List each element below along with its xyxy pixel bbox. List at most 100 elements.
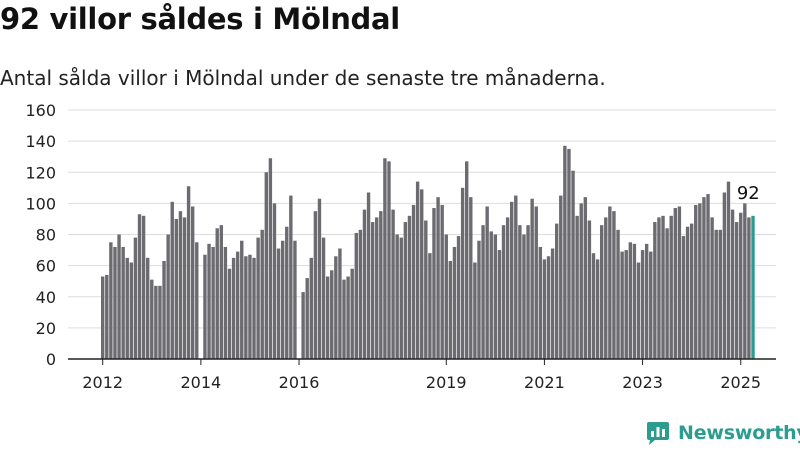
brand-logo: Newsworthy xyxy=(645,419,800,447)
bar xyxy=(379,211,383,359)
bar xyxy=(653,222,657,359)
bar xyxy=(460,187,465,359)
bar xyxy=(256,237,260,359)
bar xyxy=(268,158,273,359)
bar xyxy=(702,197,706,359)
bar xyxy=(170,201,174,359)
bar xyxy=(117,234,121,359)
bar xyxy=(677,206,682,359)
bar xyxy=(395,234,399,359)
bar xyxy=(628,242,633,359)
x-tick-label: 2021 xyxy=(524,373,565,392)
bar xyxy=(440,204,444,359)
bar xyxy=(489,231,493,359)
bar xyxy=(722,192,727,359)
bar xyxy=(195,242,199,359)
bar xyxy=(518,225,522,359)
bar xyxy=(546,256,551,359)
bar xyxy=(538,246,543,359)
bar xyxy=(587,220,592,359)
bar xyxy=(375,217,379,359)
bar xyxy=(465,161,469,359)
bar xyxy=(595,259,600,359)
bar xyxy=(563,145,567,359)
bar xyxy=(673,208,677,359)
bar-series xyxy=(101,145,755,360)
bar xyxy=(694,204,698,359)
bar xyxy=(350,268,354,359)
bar xyxy=(215,228,219,359)
bar xyxy=(145,257,150,359)
bar xyxy=(105,274,109,359)
y-tick-label: 120 xyxy=(25,163,56,182)
bar xyxy=(428,253,432,359)
page-title: 92 villor såldes i Mölndal xyxy=(0,2,400,36)
bar xyxy=(608,206,612,359)
last-value-label: 92 xyxy=(737,183,760,204)
y-tick-label: 20 xyxy=(36,319,56,338)
bar xyxy=(362,209,367,359)
bar xyxy=(407,215,412,359)
bar xyxy=(714,229,718,359)
bar xyxy=(354,232,358,359)
bar xyxy=(366,192,371,359)
bar xyxy=(223,246,228,359)
bar xyxy=(620,251,624,359)
bar xyxy=(657,217,661,359)
bar xyxy=(542,259,547,359)
bar xyxy=(526,225,530,359)
bar xyxy=(522,234,526,359)
bar xyxy=(403,222,408,359)
bar xyxy=(616,229,620,359)
bar xyxy=(698,203,702,360)
bar xyxy=(624,250,628,359)
bar xyxy=(305,278,309,359)
y-tick-label: 60 xyxy=(36,257,56,276)
bar xyxy=(313,211,318,359)
bar xyxy=(661,215,665,359)
bar xyxy=(710,217,714,359)
bar xyxy=(158,285,162,359)
bar xyxy=(342,279,346,359)
bar xyxy=(493,234,498,359)
bar xyxy=(272,203,277,360)
bar xyxy=(559,195,563,359)
bar xyxy=(358,229,363,359)
bar xyxy=(751,215,755,359)
y-tick-label: 100 xyxy=(25,194,56,213)
bar xyxy=(125,257,129,359)
bar xyxy=(739,212,743,359)
bar xyxy=(718,229,722,359)
bar xyxy=(604,217,608,359)
bar xyxy=(264,172,268,359)
bar xyxy=(640,250,645,359)
bar xyxy=(186,186,191,359)
x-tick-label: 2016 xyxy=(279,373,320,392)
bar xyxy=(669,215,673,359)
bar xyxy=(514,195,518,359)
bar xyxy=(109,242,113,359)
bar xyxy=(436,197,440,359)
bar xyxy=(166,234,170,359)
bar xyxy=(579,203,583,360)
bar xyxy=(231,257,236,359)
bar xyxy=(309,257,313,359)
bar xyxy=(227,268,232,359)
bar xyxy=(190,206,195,359)
bar xyxy=(706,194,710,359)
bar xyxy=(534,206,538,359)
bar xyxy=(575,215,579,359)
bar xyxy=(469,197,473,359)
bar xyxy=(182,217,187,359)
x-tick-label: 2025 xyxy=(720,373,761,392)
bar xyxy=(473,262,477,359)
bar xyxy=(248,254,252,359)
bar xyxy=(387,161,391,359)
newsworthy-logo-icon xyxy=(647,422,669,445)
bar xyxy=(154,285,158,359)
bar xyxy=(391,209,395,359)
bar xyxy=(330,270,334,359)
bar xyxy=(174,218,179,359)
bar xyxy=(734,222,739,359)
bar xyxy=(510,201,514,359)
